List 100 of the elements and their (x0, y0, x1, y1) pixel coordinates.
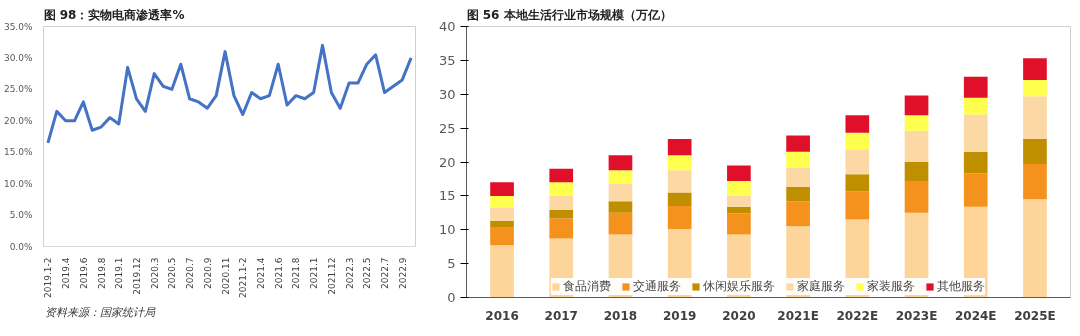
y-tick-label: 20.0% (3, 115, 33, 126)
y-tick-label: 20 (438, 154, 456, 170)
legend-label: 家庭服务 (797, 278, 845, 295)
bar (667, 206, 692, 230)
bar (490, 245, 514, 298)
bar (1023, 199, 1047, 298)
y-tick-label: 25.0% (3, 84, 33, 95)
bar (727, 180, 751, 196)
bar (845, 132, 870, 150)
bar (608, 201, 633, 213)
y-tick-label: 10 (438, 222, 456, 238)
bar (904, 115, 929, 131)
legend-label: 其他服务 (937, 278, 985, 295)
x-tick-label: 2019.12 (132, 257, 142, 295)
bar (1023, 80, 1047, 97)
x-tick-label: 2020.11 (220, 257, 231, 295)
y-tick-label: 15.0% (3, 147, 33, 158)
x-tick-label: 2021.1 (309, 257, 320, 289)
bar (963, 151, 988, 174)
x-tick-label: 2017 (544, 308, 578, 323)
bar (786, 187, 810, 202)
chart-title: 图 98：实物电商渗透率% (43, 7, 185, 22)
bar (549, 182, 574, 196)
x-tick-label: 2020.7 (185, 257, 196, 289)
y-tick-label: 25 (438, 120, 456, 136)
y-tick-label: 0.0% (9, 241, 33, 252)
x-tick-label: 2016 (485, 308, 519, 323)
legend-label: 交通服务 (633, 278, 681, 295)
bar (549, 210, 574, 219)
y-tick-label: 35.0% (3, 21, 33, 32)
bar (786, 167, 810, 188)
bar (667, 155, 692, 171)
x-tick-label: 2021.4 (256, 257, 266, 289)
x-tick-label: 2019.8 (96, 257, 107, 289)
bar (549, 168, 574, 183)
y-tick-label: 5 (447, 256, 456, 272)
bar (490, 220, 514, 228)
line-series (46, 43, 413, 145)
bar (549, 195, 574, 211)
bar (608, 183, 633, 202)
x-tick-label: 2022.3 (344, 257, 355, 289)
y-tick-label: 40 (438, 19, 456, 34)
bar (727, 195, 751, 207)
bar (727, 165, 751, 181)
x-tick-label: 2024E (954, 308, 997, 323)
bar (490, 182, 514, 196)
x-tick-label: 2021E (777, 308, 819, 323)
x-tick-label: 2020.3 (149, 257, 160, 289)
bar (727, 213, 751, 235)
x-tick-label: 2021.12 (326, 257, 337, 295)
bar (727, 206, 751, 214)
bar (667, 138, 692, 156)
bar (963, 173, 988, 207)
x-tick-label: 2019.6 (78, 257, 89, 289)
bar (608, 212, 633, 235)
legend-label: 家装服务 (867, 278, 915, 295)
y-tick-label: 0 (447, 290, 456, 305)
y-tick-label: 5.0% (9, 210, 33, 221)
text: 资料来源：国家统计局 (45, 305, 155, 321)
bar (608, 155, 633, 171)
x-tick-label: 2022.9 (397, 257, 408, 289)
y-tick-label: 10.0% (3, 178, 33, 189)
x-tick-label: 2022E (836, 308, 879, 323)
y-tick-label: 30.0% (3, 52, 33, 63)
legend-label: 休闲娱乐服务 (703, 278, 775, 295)
x-tick-label: 2021.6 (273, 257, 284, 289)
bar (608, 170, 633, 184)
bar (845, 174, 870, 192)
bar (490, 227, 514, 246)
x-tick-label: 2019 (662, 308, 697, 323)
bar (1023, 164, 1047, 200)
y-tick-label: 30 (438, 86, 456, 102)
chart-title: 图 56 本地生活行业市场规模（万亿） (466, 7, 672, 22)
bar (490, 208, 514, 221)
x-tick-label: 2022.7 (380, 257, 390, 289)
bar (963, 76, 988, 98)
x-tick-label: 2023E (895, 308, 938, 323)
bar (1023, 58, 1047, 81)
x-tick-label: 2025E (1014, 308, 1056, 323)
x-tick-label: 2022.5 (362, 257, 373, 289)
bar (667, 170, 692, 193)
bar (904, 95, 929, 116)
x-tick-label: 2019.1 (114, 257, 125, 289)
bar (845, 191, 870, 220)
bar (963, 114, 988, 152)
bar (1023, 96, 1047, 139)
bar (904, 130, 929, 162)
bar (904, 162, 929, 182)
bar (1023, 138, 1047, 165)
x-tick-label: 2021.8 (291, 257, 302, 289)
bar (786, 201, 810, 227)
bar (786, 151, 810, 168)
x-tick-label: 2019.4 (61, 257, 72, 289)
bar (667, 192, 692, 207)
x-tick-label: 2021.1-2 (238, 257, 249, 298)
bar (963, 97, 988, 115)
bar (786, 135, 810, 152)
x-tick-label: 2018 (603, 308, 638, 323)
x-tick-label: 2020.5 (167, 257, 178, 289)
x-tick-label: 2020.9 (202, 257, 213, 289)
